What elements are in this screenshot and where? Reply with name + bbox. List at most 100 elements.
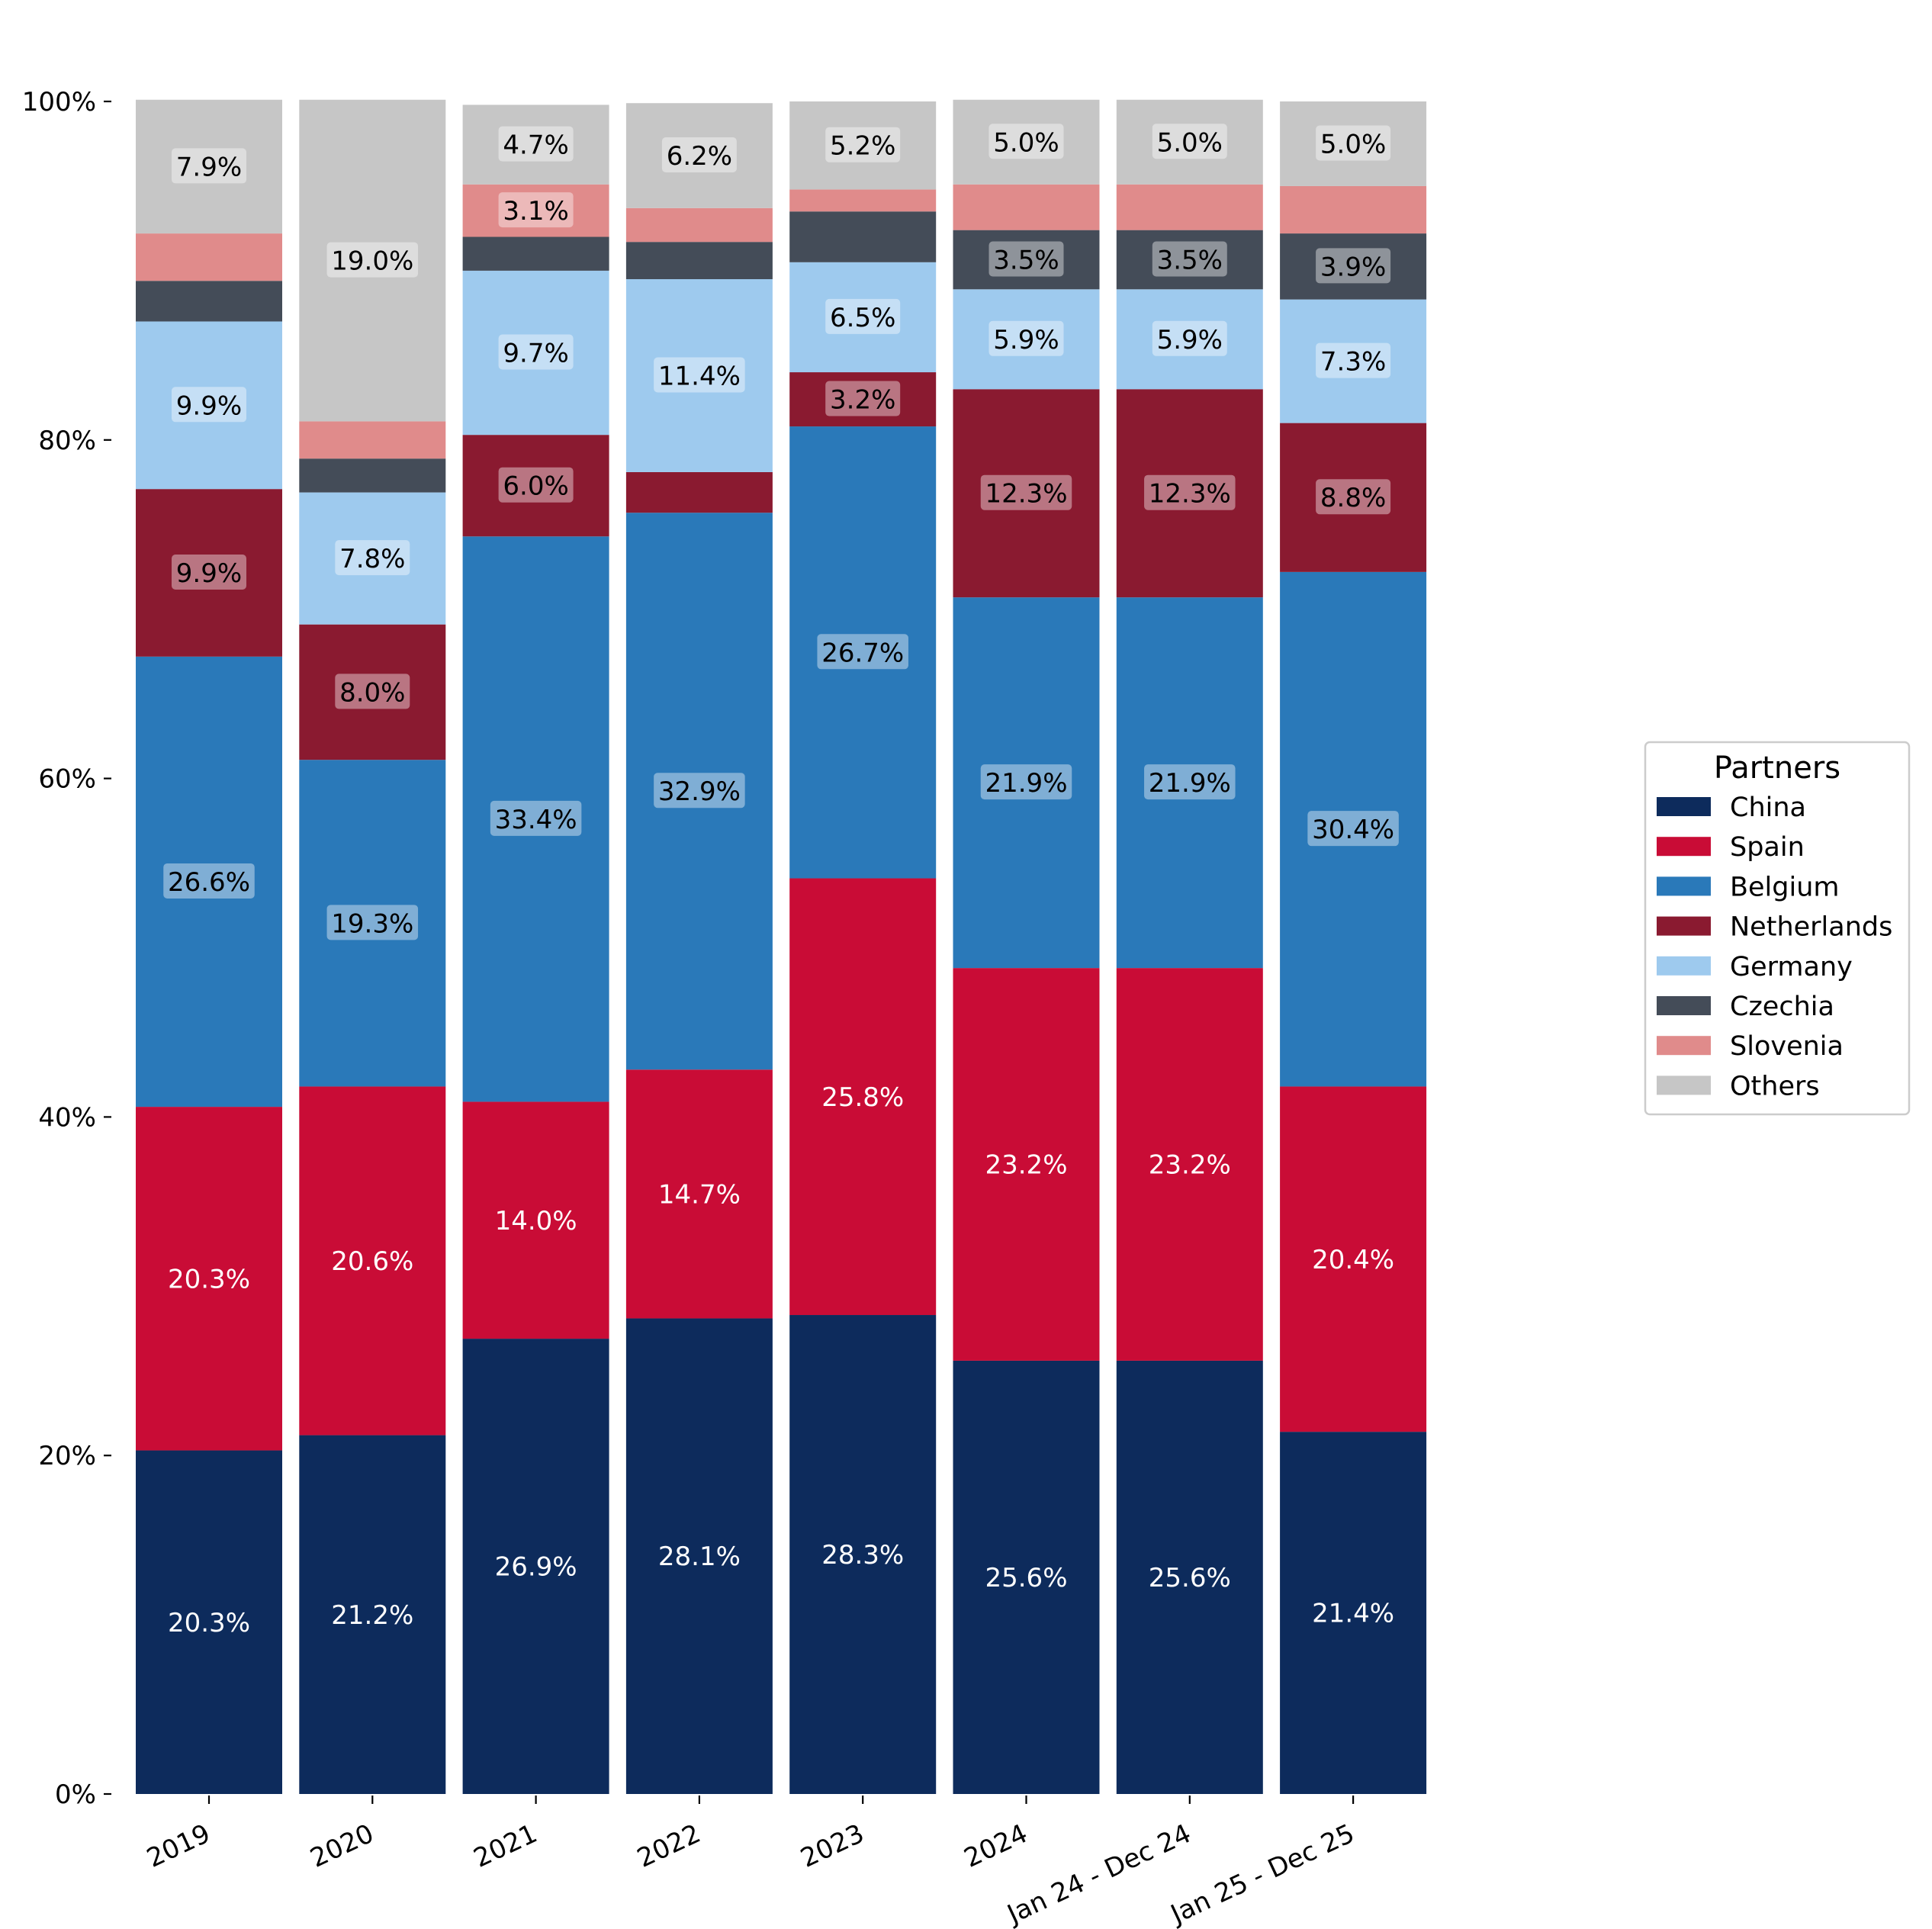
data-label-germany-2019: 9.9%: [176, 391, 242, 421]
data-label-others-jan-25-dec-25: 5.0%: [1320, 129, 1386, 159]
data-label-spain-jan-24-dec-24: 23.2%: [1149, 1150, 1231, 1181]
bar-segment-germany-2024: [953, 289, 1100, 390]
data-label-box: [490, 800, 582, 836]
data-label-germany-2024: 5.9%: [993, 325, 1059, 355]
data-label-spain-2024: 23.2%: [985, 1150, 1067, 1181]
bar-segment-spain-2022: [625, 1069, 773, 1319]
bar-segment-germany-jan-24-dec-24: [1116, 289, 1263, 390]
data-label-others-2024: 5.0%: [993, 127, 1059, 158]
y-tick-label: 40%: [38, 1102, 96, 1133]
bar-segment-germany-2020: [299, 492, 446, 625]
bar-segment-czechia-jan-25-dec-25: [1280, 233, 1427, 300]
bar-segment-china-2022: [625, 1318, 773, 1794]
data-label-germany-jan-24-dec-24: 5.9%: [1157, 325, 1223, 355]
bar-segment-netherlands-2022: [625, 471, 773, 513]
bar-segment-slovenia-jan-24-dec-24: [1116, 184, 1263, 230]
data-label-box: [1152, 124, 1227, 159]
data-label-others-2023: 5.2%: [830, 131, 895, 162]
data-label-box: [817, 634, 908, 670]
data-label-box: [825, 127, 901, 162]
x-tick-label: 2024: [960, 1818, 1032, 1874]
data-label-belgium-2021: 33.4%: [495, 805, 577, 835]
data-label-others-2022: 6.2%: [667, 141, 732, 172]
bar-segment-slovenia-2023: [789, 189, 937, 212]
bars: [136, 99, 1427, 1794]
bar-segment-spain-2024: [953, 968, 1100, 1361]
bar-segment-czechia-2019: [136, 281, 282, 322]
data-label-netherlands-2019: 9.9%: [176, 558, 242, 589]
data-label-germany-2021: 9.7%: [503, 339, 568, 369]
data-label-germany-jan-25-dec-25: 7.3%: [1320, 347, 1386, 378]
bar-segment-belgium-2020: [299, 760, 446, 1087]
data-label-box: [654, 357, 745, 393]
bar-segment-germany-2022: [625, 278, 773, 472]
bar-segment-china-2020: [299, 1435, 446, 1794]
legend-entry-czechia: Czechia: [1730, 992, 1834, 1022]
bar-segment-germany-2023: [789, 262, 937, 373]
data-label-box: [1152, 241, 1227, 277]
data-label-belgium-jan-25-dec-25: 30.4%: [1312, 815, 1394, 845]
data-label-germany-2023: 6.5%: [830, 303, 895, 333]
bar-segment-slovenia-2022: [625, 207, 773, 243]
data-label-belgium-2019: 26.6%: [168, 867, 250, 898]
legend-swatch-slovenia: [1657, 1036, 1711, 1056]
data-label-spain-2021: 14.0%: [495, 1206, 577, 1236]
data-label-box: [172, 554, 246, 590]
bar-segment-others-2019: [136, 99, 282, 234]
data-label-box: [1316, 342, 1391, 378]
data-label-others-2021: 4.7%: [503, 130, 568, 161]
bar-segment-czechia-2020: [299, 458, 446, 493]
legend-entry-spain: Spain: [1730, 832, 1805, 863]
data-label-box: [661, 137, 737, 173]
data-label-china-2023: 28.3%: [821, 1540, 904, 1571]
data-label-box: [1144, 474, 1236, 510]
bar-segment-czechia-2024: [953, 230, 1100, 290]
data-label-netherlands-2023: 3.2%: [830, 385, 895, 416]
bar-segment-belgium-2022: [625, 513, 773, 1070]
x-tick-label: 2023: [796, 1818, 869, 1874]
bar-segment-netherlands-2021: [462, 435, 609, 537]
bar-segment-netherlands-jan-24-dec-24: [1116, 389, 1263, 598]
bar-segment-belgium-2024: [953, 597, 1100, 969]
data-label-spain-2022: 14.7%: [658, 1179, 741, 1210]
y-tick-label: 20%: [38, 1441, 96, 1471]
bar-segment-germany-jan-25-dec-25: [1280, 299, 1427, 423]
legend-swatch-netherlands: [1657, 916, 1711, 936]
legend-swatch-belgium: [1657, 876, 1711, 896]
bar-segment-spain-2019: [136, 1107, 282, 1451]
x-tick-label: 2021: [469, 1818, 542, 1874]
legend-swatch-spain: [1657, 837, 1711, 857]
data-label-box: [498, 334, 574, 370]
data-label-belgium-2023: 26.7%: [821, 638, 904, 668]
bar-segment-belgium-2021: [462, 536, 609, 1102]
legend-frame: [1644, 741, 1911, 1116]
data-label-china-2021: 26.9%: [495, 1552, 577, 1583]
data-label-others-jan-24-dec-24: 5.0%: [1157, 127, 1223, 158]
bar-segment-others-jan-25-dec-25: [1280, 101, 1427, 186]
data-label-box: [1307, 811, 1399, 847]
data-label-box: [825, 298, 901, 334]
bar-segment-germany-2021: [462, 270, 609, 436]
data-label-box: [172, 387, 246, 423]
bar-segment-netherlands-2024: [953, 389, 1100, 598]
bar-segment-china-2024: [953, 1360, 1100, 1794]
data-label-netherlands-jan-24-dec-24: 12.3%: [1149, 479, 1231, 510]
data-label-box: [172, 148, 246, 184]
bar-segment-netherlands-jan-25-dec-25: [1280, 423, 1427, 572]
data-label-spain-2023: 25.8%: [821, 1082, 904, 1113]
bar-labels: 20.3% 20.3% 26.6% 9.9% 9.9% 7.9% 21.2% 20.6% 19.…: [163, 124, 1399, 1638]
data-label-china-jan-24-dec-24: 25.6%: [1149, 1563, 1231, 1593]
bar-segment-others-2024: [953, 99, 1100, 185]
data-label-czechia-2024: 3.5%: [993, 245, 1059, 275]
data-label-box: [654, 773, 745, 809]
data-label-box: [498, 192, 574, 228]
data-label-netherlands-2021: 6.0%: [503, 471, 568, 502]
legend: Partners China Spain Belgium Netherlands Ger…: [1644, 741, 1911, 1116]
data-label-china-2022: 28.1%: [658, 1542, 741, 1572]
data-label-box: [989, 320, 1064, 356]
bar-segment-czechia-jan-24-dec-24: [1116, 230, 1263, 290]
data-label-netherlands-2024: 12.3%: [985, 479, 1067, 510]
bar-segment-slovenia-2021: [462, 184, 609, 237]
data-label-box: [1316, 125, 1391, 161]
